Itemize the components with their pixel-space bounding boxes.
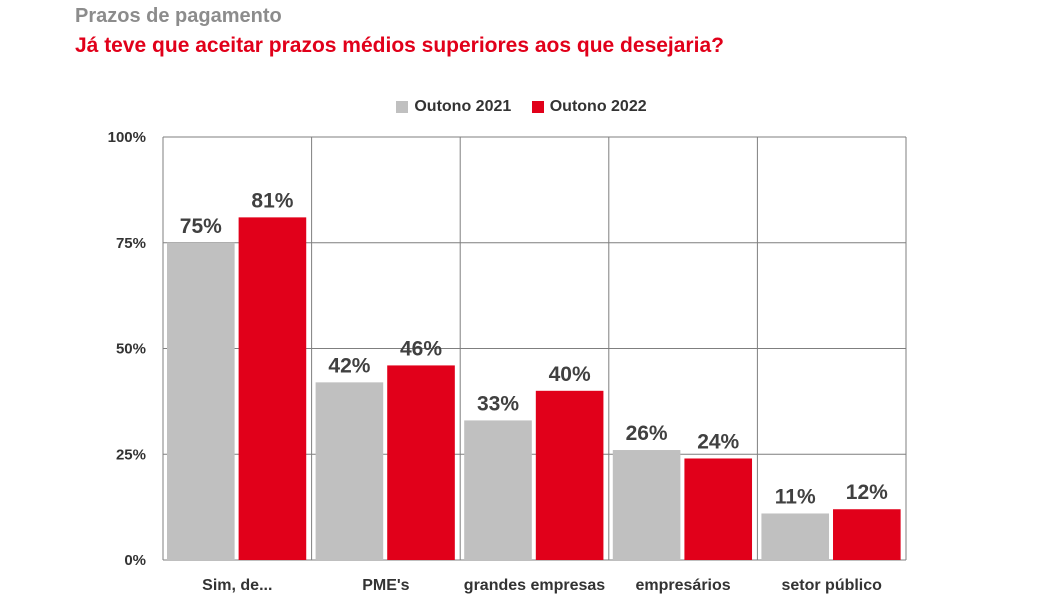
legend: Outono 2021 Outono 2022 [0, 98, 1043, 118]
bar [684, 458, 753, 560]
chart-title: Prazos de pagamento [75, 5, 282, 27]
data-label: 81% [251, 189, 293, 212]
bar [833, 509, 901, 560]
y-tick-label: 50% [116, 341, 146, 358]
legend-label-2021: Outono 2021 [414, 98, 512, 115]
data-label: 46% [400, 337, 442, 360]
data-label: 33% [477, 392, 519, 415]
bar [387, 365, 455, 560]
data-label: 75% [180, 215, 222, 238]
bar [238, 217, 307, 560]
data-label: 12% [846, 481, 888, 504]
data-label: 42% [328, 354, 370, 377]
x-tick-label: Sim, de... [202, 577, 272, 594]
y-tick-label: 0% [124, 552, 146, 569]
data-label: 24% [697, 430, 739, 453]
data-label: 26% [626, 422, 668, 445]
y-tick-label: 75% [116, 235, 146, 252]
x-tick-label: PME's [362, 577, 409, 594]
data-label: 11% [775, 485, 816, 508]
x-tick-label: empresários [636, 577, 731, 594]
data-label: 40% [549, 363, 591, 386]
legend-swatch-2021 [396, 101, 409, 113]
bar [315, 382, 384, 560]
bar [535, 390, 604, 560]
y-tick-label: 100% [108, 129, 146, 146]
x-tick-label: grandes empresas [464, 577, 606, 594]
x-tick-label: setor público [781, 577, 882, 594]
legend-item-2022: Outono 2022 [531, 98, 647, 116]
y-tick-label: 25% [116, 446, 146, 463]
bar [167, 242, 235, 560]
bar [464, 420, 532, 560]
chart-subtitle: Já teve que aceitar prazos médios superi… [75, 34, 724, 57]
legend-swatch-2022 [531, 101, 544, 113]
bar [612, 450, 681, 560]
bar [761, 513, 830, 560]
legend-item-2021: Outono 2021 [396, 98, 511, 116]
legend-label-2022: Outono 2022 [549, 98, 647, 115]
